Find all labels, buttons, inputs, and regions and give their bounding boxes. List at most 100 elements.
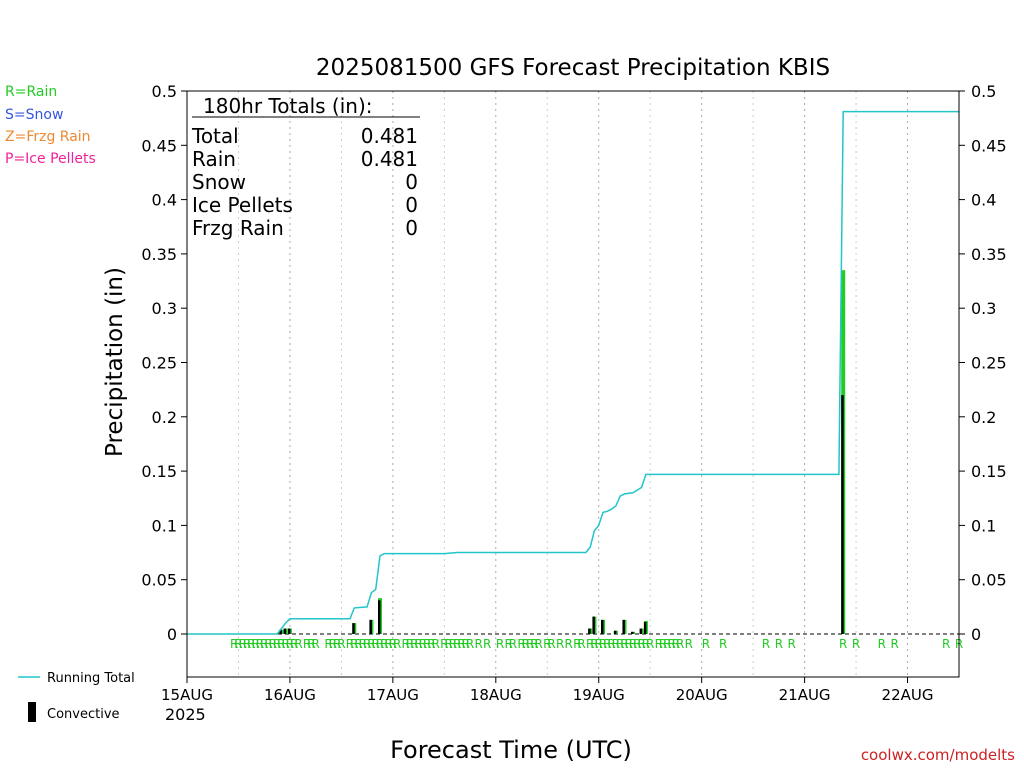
- convective-bar: [601, 619, 604, 634]
- rain-marker: R: [277, 637, 285, 651]
- y-tick-label-left: 0.2: [152, 408, 177, 427]
- legend-convective: Convective: [47, 707, 120, 722]
- rain-marker: R: [655, 637, 663, 651]
- convective-bar: [631, 631, 634, 634]
- rain-marker: R: [522, 637, 530, 651]
- rain-marker: R: [852, 637, 860, 651]
- totals-row-value: 0.481: [361, 147, 418, 171]
- rain-marker: R: [762, 637, 770, 651]
- rain-marker: R: [440, 637, 448, 651]
- rain-marker: R: [290, 637, 298, 651]
- rain-marker: R: [556, 637, 564, 651]
- rain-marker: R: [427, 637, 435, 651]
- x-tick-label: 19AUG: [573, 686, 625, 704]
- legend-snow: S=Snow: [5, 107, 63, 123]
- x-tick-label: 21AUG: [779, 686, 831, 704]
- rain-marker: R: [406, 637, 414, 651]
- chart-title: 2025081500 GFS Forecast Precipitation KB…: [316, 55, 830, 81]
- convective-bar: [639, 628, 643, 634]
- rain-marker: R: [629, 637, 637, 651]
- legend-frzg-rain: Z=Frzg Rain: [5, 129, 91, 145]
- rain-marker: R: [264, 637, 272, 651]
- rain-marker: R: [444, 637, 452, 651]
- rain-marker: R: [363, 637, 371, 651]
- rain-marker: R: [414, 637, 422, 651]
- rain-marker: R: [504, 637, 512, 651]
- legend-convective-swatch: [28, 702, 36, 722]
- rain-marker: R: [329, 637, 337, 651]
- rain-marker: R: [432, 637, 440, 651]
- rain-marker: R: [333, 637, 341, 651]
- totals-row-value: 0: [405, 170, 418, 194]
- rain-marker: R: [457, 637, 465, 651]
- rain-marker: R: [637, 637, 645, 651]
- rain-marker: R: [384, 637, 392, 651]
- x-axis-label: Forecast Time (UTC): [390, 736, 632, 764]
- rain-marker: R: [788, 637, 796, 651]
- rain-marker: R: [410, 637, 418, 651]
- rain-marker: R: [256, 637, 264, 651]
- y-tick-label-right: 0.5: [971, 82, 996, 101]
- rain-marker: R: [346, 637, 354, 651]
- convective-bar: [613, 630, 617, 634]
- y-tick-label-right: 0.35: [971, 245, 1007, 264]
- x-tick-label: 17AUG: [367, 686, 419, 704]
- y-tick-label-left: 0.15: [141, 462, 177, 481]
- rain-marker: R: [393, 637, 401, 651]
- y-tick-label-left: 0.4: [152, 191, 177, 210]
- y-tick-label-right: 0.4: [971, 191, 996, 210]
- rain-marker: R: [311, 637, 319, 651]
- convective-bar: [622, 619, 625, 634]
- rain-marker: R: [942, 637, 950, 651]
- rain-marker: R: [286, 637, 294, 651]
- rain-marker: R: [423, 637, 431, 651]
- y-tick-label-left: 0: [167, 625, 177, 644]
- totals-row-label: Snow: [192, 170, 246, 194]
- rain-marker: R: [577, 637, 585, 651]
- rain-marker: R: [595, 637, 603, 651]
- rain-marker: R: [685, 637, 693, 651]
- rain-marker: R: [573, 637, 581, 651]
- rain-marker: R: [607, 637, 615, 651]
- y-axis-label: Precipitation (in): [102, 267, 128, 457]
- y-tick-label-left: 0.3: [152, 299, 177, 318]
- rain-marker: R: [535, 637, 543, 651]
- plot-frame: [186, 90, 960, 678]
- rain-marker: R: [672, 637, 680, 651]
- rain-marker: R: [466, 637, 474, 651]
- totals-row-label: Ice Pellets: [192, 193, 293, 217]
- totals-row-value: 0: [405, 193, 418, 217]
- y-tick-label-right: 0.15: [971, 462, 1007, 481]
- x-year-label: 2025: [165, 705, 206, 724]
- rain-marker: R: [517, 637, 525, 651]
- y-tick-label-right: 0.25: [971, 354, 1007, 373]
- y-tick-label-right: 0.1: [971, 516, 996, 535]
- rain-marker: R: [620, 637, 628, 651]
- convective-bar: [369, 619, 372, 634]
- rain-marker: R: [449, 637, 457, 651]
- rain-marker: R: [839, 637, 847, 651]
- rain-marker: R: [376, 637, 384, 651]
- rain-marker: R: [389, 637, 397, 651]
- gridlines: [237, 91, 909, 677]
- convective-bar: [588, 628, 591, 634]
- rain-marker: R: [260, 637, 268, 651]
- x-tick-label: 18AUG: [470, 686, 522, 704]
- y-axis-ticks: 0 00.05 0.050.1 0.10.15 0.150.2 0.20.25 0.250.…: [141, 82, 1006, 644]
- rain-marker: R: [307, 637, 315, 651]
- convective-bar: [287, 628, 291, 634]
- totals-box: 180hr Totals (in): Total 0.481 Rain 0.481 Sn…: [191, 94, 420, 240]
- rain-marker: R: [642, 637, 650, 651]
- y-tick-label-left: 0.45: [141, 136, 177, 155]
- rain-marker: R: [890, 637, 898, 651]
- legend-rain: R=Rain: [5, 84, 57, 100]
- rain-marker: R: [659, 637, 667, 651]
- legend-ice-pellets: P=Ice Pellets: [5, 151, 96, 167]
- y-tick-label-left: 0.5: [152, 82, 177, 101]
- convective-bar: [279, 629, 282, 634]
- x-tick-label: 16AUG: [264, 686, 316, 704]
- y-tick-label-left: 0.1: [152, 516, 177, 535]
- y-tick-label-right: 0.2: [971, 408, 996, 427]
- rain-marker: R: [419, 637, 427, 651]
